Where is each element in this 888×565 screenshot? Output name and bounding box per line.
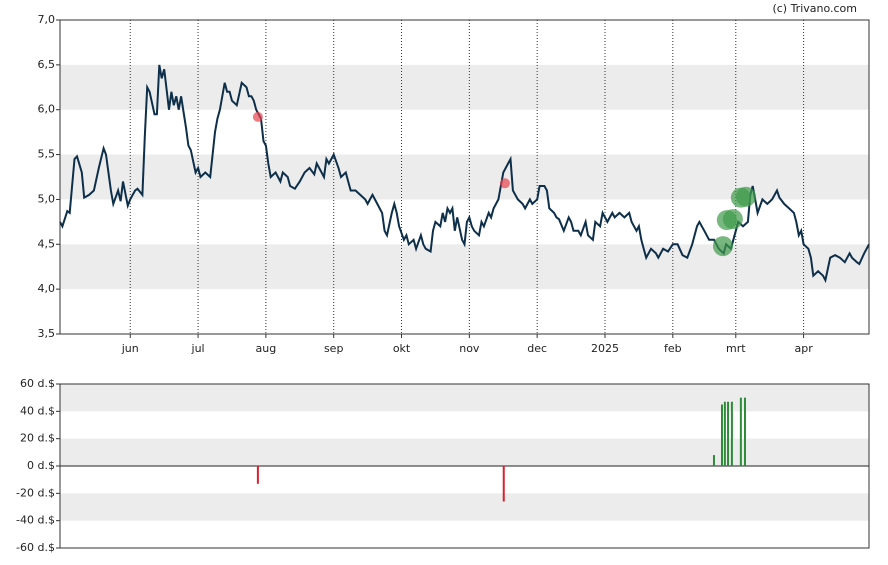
x-tick-label: feb (664, 342, 682, 355)
y-tick-label: 5,5 (38, 148, 56, 161)
trade-marker (252, 111, 263, 122)
x-tick-label: nov (459, 342, 480, 355)
x-tick-label: dec (527, 342, 547, 355)
x-tick-label: jun (121, 342, 139, 355)
grid-band (60, 64, 869, 110)
y-tick-label: 4,5 (38, 237, 56, 250)
x-tick-label: mrt (726, 342, 746, 355)
grid-band (60, 244, 869, 290)
y-tick-label: 5,0 (38, 192, 56, 205)
y-tick-label: 40 d.$ (20, 404, 55, 417)
plot-frame (59, 383, 870, 549)
trade-marker (712, 236, 733, 257)
x-tick-label: jul (191, 342, 205, 355)
grid-band (60, 384, 869, 412)
grid-band (60, 493, 869, 521)
y-tick-label: 20 d.$ (20, 432, 55, 445)
x-tick-label: apr (794, 342, 813, 355)
trade-marker (499, 178, 510, 189)
y-tick-label: -20 d.$ (16, 486, 55, 499)
trade-marker (722, 209, 743, 230)
plot-frame (59, 19, 870, 335)
y-tick-label: 6,0 (38, 103, 56, 116)
y-tick-label: -60 d.$ (16, 541, 55, 554)
y-tick-label: 4,0 (38, 282, 56, 295)
trade-marker (735, 186, 756, 207)
x-tick-label: aug (256, 342, 277, 355)
x-tick-label: 2025 (591, 342, 619, 355)
grid-band (60, 438, 869, 466)
y-tick-label: 6,5 (38, 58, 56, 71)
y-tick-label: 60 d.$ (20, 377, 55, 390)
x-tick-label: okt (393, 342, 411, 355)
credit: (c) Trivano.com (772, 2, 857, 15)
x-tick-label: sep (324, 342, 343, 355)
y-tick-label: 0 d.$ (27, 459, 55, 472)
y-tick-label: 7,0 (38, 13, 56, 26)
y-tick-label: 3,5 (38, 327, 56, 340)
y-tick-label: -40 d.$ (16, 514, 55, 527)
